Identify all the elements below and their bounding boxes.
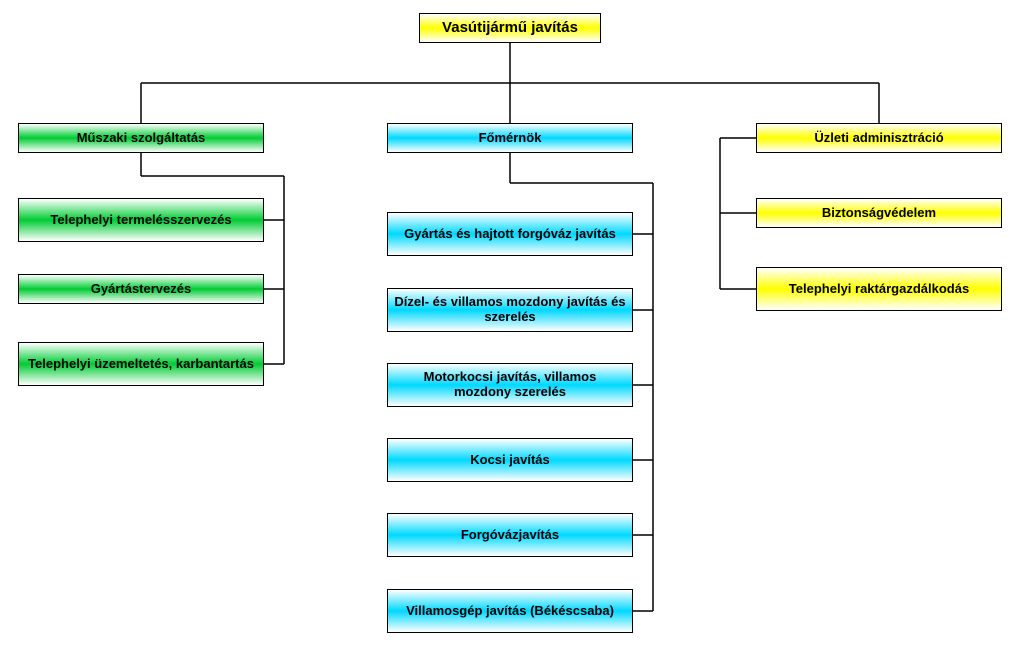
org-node-g1: Telephelyi termelésszervezés — [18, 198, 264, 242]
org-node-c2: Dízel- és villamos mozdony javítás és sz… — [387, 288, 633, 332]
org-node-bizton: Biztonságvédelem — [756, 198, 1002, 228]
org-node-muszaki: Műszaki szolgáltatás — [18, 123, 264, 153]
org-node-raktar: Telephelyi raktárgazdálkodás — [756, 267, 1002, 311]
org-node-c6: Villamosgép javítás (Békéscsaba) — [387, 589, 633, 633]
org-chart-connectors — [0, 0, 1020, 665]
org-node-uzleti: Üzleti adminisztráció — [756, 123, 1002, 153]
org-node-c4: Kocsi javítás — [387, 438, 633, 482]
org-node-c3: Motorkocsi javítás, villamos mozdony sze… — [387, 363, 633, 407]
org-node-c1: Gyártás és hajtott forgóváz javítás — [387, 212, 633, 256]
org-node-g2: Gyártástervezés — [18, 274, 264, 304]
org-node-g3: Telephelyi üzemeltetés, karbantartás — [18, 342, 264, 386]
org-node-fomern: Főmérnök — [387, 123, 633, 153]
org-node-root: Vasútijármű javítás — [419, 13, 601, 43]
org-node-c5: Forgóvázjavítás — [387, 513, 633, 557]
